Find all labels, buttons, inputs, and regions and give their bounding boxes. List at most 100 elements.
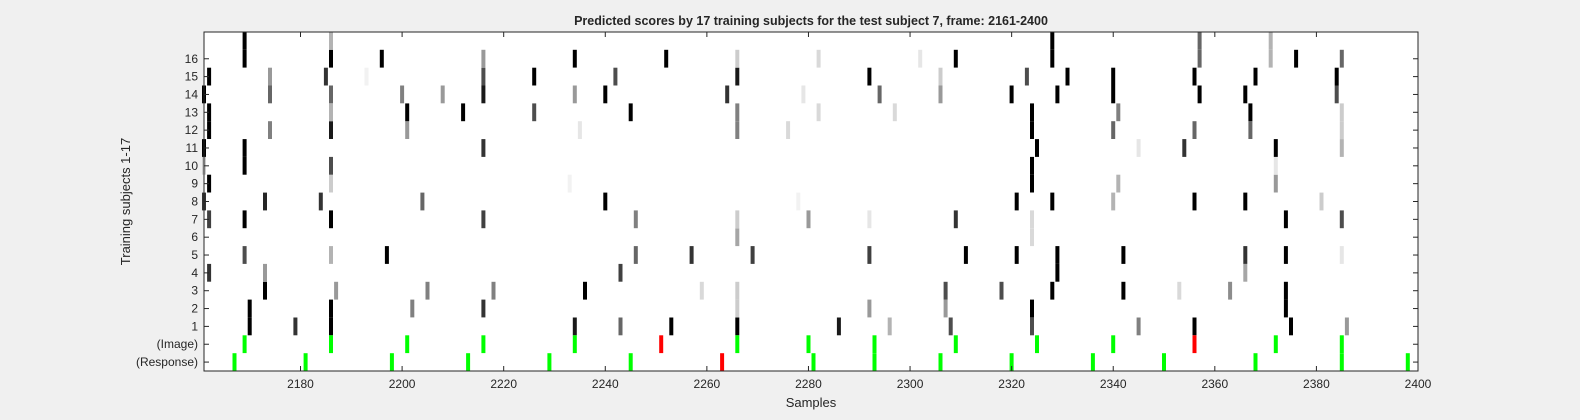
event-marker bbox=[806, 335, 811, 354]
score-cell bbox=[577, 121, 582, 139]
event-marker bbox=[1339, 353, 1344, 371]
score-cell bbox=[943, 299, 948, 318]
score-cell bbox=[1055, 263, 1060, 282]
score-cell bbox=[1289, 317, 1293, 336]
event-marker bbox=[1035, 335, 1039, 354]
error-marker bbox=[720, 353, 725, 371]
score-cell bbox=[887, 317, 892, 336]
score-cell bbox=[1192, 67, 1197, 86]
score-cell bbox=[943, 281, 948, 300]
score-cell bbox=[572, 85, 577, 104]
score-cell bbox=[1283, 246, 1288, 264]
score-cell bbox=[410, 299, 415, 318]
score-cell bbox=[247, 317, 252, 336]
score-cell bbox=[329, 174, 333, 193]
score-cell bbox=[242, 32, 247, 50]
plot-area bbox=[204, 32, 1418, 371]
score-cell bbox=[1014, 192, 1019, 211]
score-cell bbox=[1121, 281, 1126, 300]
score-cell bbox=[1334, 67, 1339, 86]
error-marker bbox=[1192, 335, 1197, 354]
x-tick-label: 2200 bbox=[389, 377, 416, 391]
y-tick-label: 11 bbox=[186, 141, 199, 155]
event-marker bbox=[953, 335, 958, 354]
score-cell bbox=[1253, 67, 1258, 86]
score-cell bbox=[207, 210, 212, 229]
x-tick-label: 2340 bbox=[1100, 377, 1127, 391]
y-tick-label: 16 bbox=[185, 52, 199, 66]
x-tick-label: 2360 bbox=[1201, 377, 1228, 391]
y-tick-label: 15 bbox=[185, 70, 199, 84]
score-cell bbox=[532, 67, 537, 86]
x-tick-label: 2320 bbox=[998, 377, 1025, 391]
score-cell bbox=[1283, 210, 1288, 229]
score-cell bbox=[1136, 139, 1141, 157]
score-cell bbox=[263, 192, 267, 211]
score-cell bbox=[938, 67, 943, 86]
score-cell bbox=[1065, 67, 1070, 86]
chart-title: Predicted scores by 17 training subjects… bbox=[574, 14, 1048, 28]
score-cell bbox=[806, 210, 811, 229]
score-cell bbox=[207, 103, 212, 122]
score-cell bbox=[918, 49, 923, 68]
score-cell bbox=[481, 85, 486, 104]
score-cell bbox=[1035, 139, 1039, 157]
score-cell bbox=[242, 139, 247, 157]
score-cell bbox=[1294, 49, 1299, 68]
score-cell bbox=[481, 49, 486, 68]
score-cell bbox=[801, 85, 806, 104]
score-cell bbox=[1197, 49, 1202, 68]
score-cell bbox=[242, 210, 247, 229]
score-cell bbox=[1283, 299, 1288, 318]
score-cell bbox=[1192, 317, 1197, 336]
score-cell bbox=[1248, 121, 1253, 139]
event-marker bbox=[232, 353, 237, 371]
score-cell bbox=[1339, 49, 1344, 68]
score-cell bbox=[334, 281, 339, 300]
score-cell bbox=[1228, 281, 1233, 300]
event-marker bbox=[1339, 335, 1344, 354]
score-cell bbox=[384, 246, 389, 264]
score-cell bbox=[1243, 85, 1248, 104]
score-cell bbox=[1014, 246, 1019, 264]
score-cell bbox=[1030, 317, 1034, 336]
event-marker bbox=[481, 335, 486, 354]
score-cell bbox=[491, 281, 496, 300]
score-cell bbox=[1273, 139, 1278, 157]
score-cell bbox=[1192, 121, 1197, 139]
score-cell bbox=[867, 299, 872, 318]
x-tick-label: 2380 bbox=[1303, 377, 1330, 391]
x-tick-label: 2260 bbox=[694, 377, 721, 391]
score-cell bbox=[1344, 317, 1349, 336]
y-tick-label: (Response) bbox=[136, 355, 198, 369]
score-cell bbox=[999, 281, 1004, 300]
score-cell bbox=[1283, 281, 1288, 300]
event-marker bbox=[938, 353, 943, 371]
score-cell bbox=[293, 317, 298, 336]
score-cell bbox=[425, 281, 430, 300]
score-cell bbox=[1111, 192, 1116, 211]
score-cell bbox=[329, 49, 333, 68]
score-cell bbox=[1243, 192, 1248, 211]
score-cell bbox=[461, 103, 466, 122]
score-cell bbox=[1136, 317, 1141, 336]
y-tick-label: 3 bbox=[191, 284, 198, 298]
score-cell bbox=[1050, 281, 1055, 300]
score-cell bbox=[318, 192, 323, 211]
score-cell bbox=[1055, 85, 1060, 104]
score-cell bbox=[1121, 246, 1126, 264]
y-tick-label: 6 bbox=[191, 230, 198, 244]
y-tick-label: 7 bbox=[191, 212, 198, 226]
score-cell bbox=[242, 246, 247, 264]
score-cell bbox=[735, 121, 740, 139]
score-cell bbox=[836, 317, 841, 336]
score-cell bbox=[735, 67, 740, 86]
score-cell bbox=[268, 85, 272, 104]
event-marker bbox=[572, 335, 577, 354]
event-marker bbox=[872, 353, 877, 371]
score-cell bbox=[892, 103, 897, 122]
score-cell bbox=[1182, 139, 1187, 157]
score-cell bbox=[329, 156, 333, 175]
y-tick-label: 9 bbox=[191, 177, 198, 191]
